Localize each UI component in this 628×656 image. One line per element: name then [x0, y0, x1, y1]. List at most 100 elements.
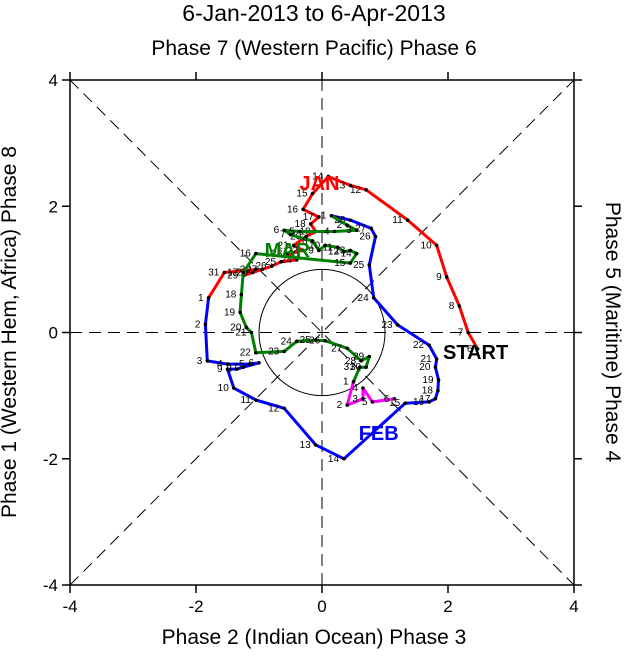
day-label: 9	[308, 245, 314, 256]
center-circle	[258, 268, 386, 397]
data-point	[203, 322, 208, 327]
data-point	[332, 229, 337, 234]
data-point	[395, 323, 400, 327]
data-point	[457, 304, 462, 308]
data-point	[348, 183, 353, 188]
data-point	[433, 365, 438, 370]
day-label: 1	[198, 293, 204, 304]
data-point	[323, 243, 327, 248]
day-label: 24	[281, 336, 293, 347]
data-point	[301, 248, 305, 253]
day-label: 31	[208, 268, 220, 279]
day-label: 27	[331, 343, 343, 354]
data-point	[301, 207, 305, 212]
data-point	[239, 292, 244, 297]
data-point	[317, 215, 321, 219]
day-label: 2	[337, 400, 343, 411]
day-label: 20	[419, 362, 431, 373]
month-label-feb: FEB	[359, 423, 399, 445]
x-tick-label: 2	[443, 597, 452, 616]
y-tick-label: -4	[43, 576, 58, 595]
day-label: 28	[345, 356, 357, 367]
data-point	[433, 396, 438, 401]
data-point	[354, 251, 359, 256]
day-label: 12	[328, 247, 340, 258]
day-label: 16	[240, 249, 252, 260]
day-label: 13	[334, 245, 346, 256]
day-label: 18	[225, 290, 237, 301]
day-label: 1	[343, 377, 349, 388]
day-label: 10	[309, 240, 321, 251]
data-point	[361, 396, 365, 401]
month-label-jan: JAN	[299, 173, 339, 195]
day-label: 7	[280, 230, 286, 241]
day-label: 15	[296, 189, 308, 200]
day-label: 18	[295, 219, 307, 230]
data-point	[434, 357, 439, 361]
day-label: 4	[352, 383, 358, 394]
data-point	[358, 365, 362, 370]
data-point	[427, 400, 431, 404]
data-point	[291, 243, 296, 248]
day-label: 24	[358, 293, 370, 304]
month-label-mar: MAR	[265, 240, 311, 262]
data-point	[436, 378, 441, 382]
x-tick-label: 4	[569, 597, 578, 616]
data-point	[282, 349, 287, 354]
data-point	[345, 346, 350, 351]
day-label: 4	[324, 227, 330, 238]
data-point	[403, 401, 407, 406]
day-label: 10	[218, 383, 230, 394]
data-point	[241, 270, 246, 275]
data-point	[313, 338, 318, 342]
day-label: 27	[355, 223, 367, 234]
data-point	[244, 325, 249, 330]
data-point	[364, 365, 368, 370]
day-label: 21	[278, 240, 290, 251]
day-label: 5	[239, 359, 245, 370]
data-point	[238, 310, 242, 315]
day-label: 2	[337, 220, 343, 231]
day-label: 2	[195, 319, 201, 330]
x-tick-label: -4	[62, 597, 77, 616]
day-label: 6	[384, 394, 390, 405]
data-point	[235, 367, 239, 371]
data-point	[317, 248, 321, 253]
x-axis-label: Phase 2 (Indian Ocean) Phase 3	[161, 626, 467, 649]
data-point	[370, 400, 375, 404]
data-point	[254, 350, 258, 355]
day-label: 21	[235, 328, 247, 339]
x-tick-label: -2	[188, 597, 203, 616]
data-point	[434, 243, 439, 248]
day-label: 8	[449, 301, 455, 312]
data-point	[295, 339, 299, 344]
day-label: 10	[421, 240, 433, 251]
data-point	[466, 330, 470, 335]
data-point	[369, 226, 373, 231]
day-label: 31	[344, 362, 356, 373]
y-tick-label: 2	[49, 197, 58, 216]
data-point	[367, 263, 372, 267]
day-label: 14	[328, 454, 340, 465]
data-point	[285, 251, 290, 256]
day-label: 16	[413, 397, 425, 408]
y-tick-label: -2	[43, 450, 58, 469]
day-label: 3	[197, 356, 203, 367]
data-point	[367, 354, 372, 359]
day-label: 19	[422, 375, 434, 386]
y-tick-label: 4	[49, 71, 58, 90]
day-label: 5	[362, 397, 368, 408]
day-label: 11	[392, 215, 403, 226]
day-label: 12	[350, 185, 362, 196]
data-point	[444, 275, 449, 279]
day-label: 15	[334, 258, 346, 269]
day-label: 22	[240, 348, 252, 359]
data-point	[351, 379, 356, 384]
data-point	[392, 396, 397, 401]
day-label: 16	[287, 204, 299, 215]
day-label: 6	[274, 225, 280, 236]
day-label: 20	[230, 322, 242, 333]
day-label: 6	[467, 344, 473, 355]
data-point	[323, 338, 327, 343]
day-label: 21	[421, 354, 433, 365]
